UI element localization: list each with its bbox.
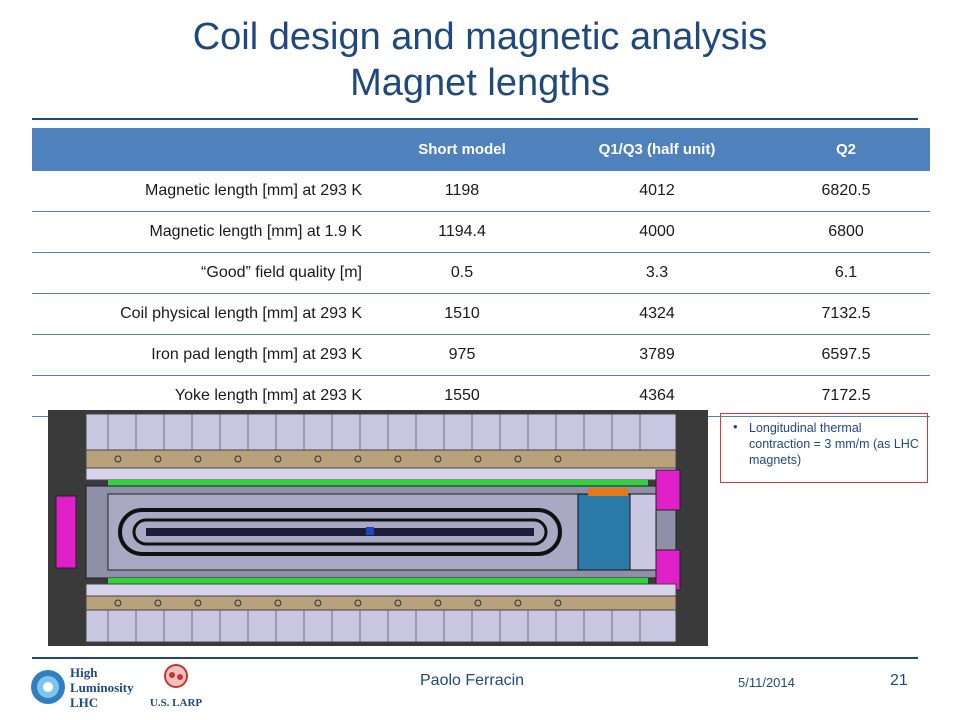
table-row: Magnetic length [mm] at 1.9 K 1194.4 400… — [32, 211, 930, 253]
table-header-cell: Q2 — [762, 128, 930, 171]
title-divider — [32, 118, 918, 120]
table-cell: 7132.5 — [762, 293, 930, 335]
row-label: Iron pad length [mm] at 293 K — [32, 334, 372, 376]
row-label: “Good” field quality [m] — [32, 252, 372, 294]
footer-divider — [32, 657, 918, 659]
table-cell: 3.3 — [552, 252, 762, 294]
us-larp-logo: U.S. LARP — [150, 664, 203, 709]
table-cell: 6820.5 — [762, 170, 930, 212]
row-label: Magnetic length [mm] at 1.9 K — [32, 211, 372, 253]
table-cell: 975 — [372, 334, 552, 376]
bullet-icon: • — [733, 419, 738, 434]
table-row: Magnetic length [mm] at 293 K 1198 4012 … — [32, 170, 930, 212]
table-cell: 4000 — [552, 211, 762, 253]
table-header-cell: Short model — [372, 128, 552, 171]
table-cell: 1510 — [372, 293, 552, 335]
table-header-row: Short model Q1/Q3 (half unit) Q2 — [32, 128, 930, 171]
table-cell: 6597.5 — [762, 334, 930, 376]
logo-text-line: LHC — [70, 695, 98, 710]
table-row: “Good” field quality [m] 0.5 3.3 6.1 — [32, 252, 930, 294]
footer-date: 5/11/2014 — [738, 675, 795, 690]
slide-title: Coil design and magnetic analysis Magnet… — [0, 14, 960, 106]
slide-title-line2: Magnet lengths — [350, 62, 610, 104]
footer-author: Paolo Ferracin — [420, 672, 525, 689]
row-label: Magnetic length [mm] at 293 K — [32, 170, 372, 212]
table-cell: 4324 — [552, 293, 762, 335]
magnet-cross-section-drawing — [48, 410, 708, 646]
thermal-contraction-note: • Longitudinal thermal contraction = 3 m… — [720, 413, 928, 483]
table-cell: 4012 — [552, 170, 762, 212]
table-row: Iron pad length [mm] at 293 K 975 3789 6… — [32, 334, 930, 376]
table-cell: 7172.5 — [762, 375, 930, 417]
table-cell: 3789 — [552, 334, 762, 376]
table-cell: 6.1 — [762, 252, 930, 294]
logo-text-line: Luminosity — [70, 680, 134, 695]
table-row: Coil physical length [mm] at 293 K 1510 … — [32, 293, 930, 335]
table-header-cell — [32, 128, 372, 171]
high-luminosity-lhc-logo: High Luminosity LHC — [31, 665, 134, 710]
table-cell: 6800 — [762, 211, 930, 253]
logo-text-line: High — [70, 665, 98, 680]
table-cell: 1198 — [372, 170, 552, 212]
note-text: Longitudinal thermal contraction = 3 mm/… — [749, 421, 919, 467]
magnet-lengths-table: Short model Q1/Q3 (half unit) Q2 Magneti… — [32, 128, 930, 417]
page-number: 21 — [890, 672, 908, 689]
logo-text: U.S. LARP — [150, 697, 203, 709]
table-cell: 1194.4 — [372, 211, 552, 253]
row-label: Coil physical length [mm] at 293 K — [32, 293, 372, 335]
table-cell: 0.5 — [372, 252, 552, 294]
table-header-cell: Q1/Q3 (half unit) — [552, 128, 762, 171]
slide-title-line1: Coil design and magnetic analysis — [192, 16, 768, 58]
